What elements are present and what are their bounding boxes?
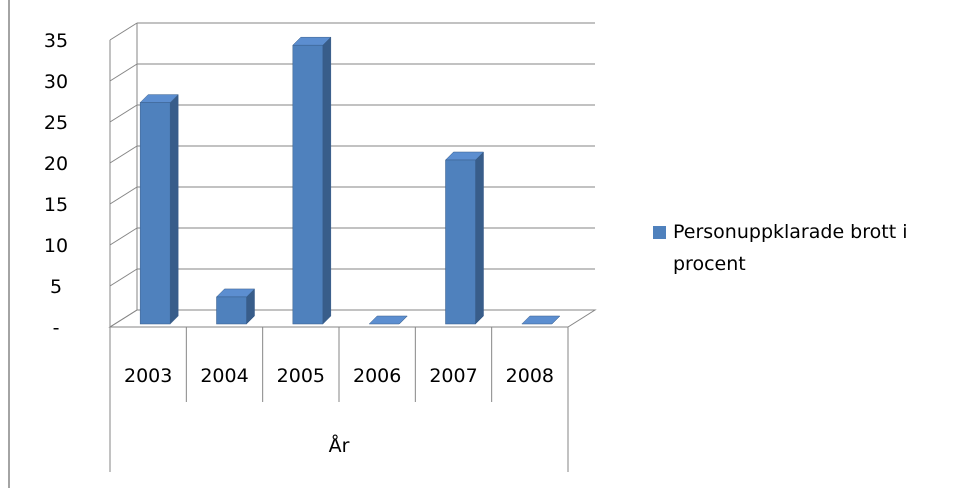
gridline-side [109, 268, 138, 287]
y-tick-label: 10 [44, 235, 68, 257]
gridline-side [109, 22, 138, 41]
gridline-side [109, 63, 138, 82]
x-tick-label: 2005 [277, 365, 325, 387]
bar-side [475, 151, 484, 325]
x-tick-label: 2006 [353, 365, 401, 387]
bar-2008 [521, 315, 561, 325]
x-tick-label: 2003 [124, 365, 172, 387]
bar-layer [139, 36, 561, 325]
x-tick-label: 2008 [506, 365, 554, 387]
legend-label-line-1: Personuppklarade brott i [673, 221, 907, 243]
y-tick-label: 25 [44, 112, 68, 134]
bar-front [216, 296, 247, 325]
bar-top [368, 315, 408, 325]
y-tick-label: 30 [44, 71, 68, 93]
y-tick-label: 15 [44, 194, 68, 216]
bar-front [445, 159, 476, 325]
floor-plane [108, 309, 597, 328]
legend-swatch [653, 226, 666, 239]
legend: Personuppklarade brott i procent [653, 221, 907, 275]
bar-2007 [444, 151, 485, 325]
gridline-side [109, 104, 138, 123]
axis-layer [8, 0, 597, 488]
x-tick-label: 2007 [429, 365, 477, 387]
label-layer: - 5 10 15 20 25 30 35 2003 2004 2005 2006 2007 2008 År [44, 30, 554, 457]
legend-label-line-2: procent [673, 253, 746, 275]
bar-side [169, 93, 179, 325]
bar-top [521, 315, 561, 325]
x-tick-label: 2004 [200, 365, 248, 387]
y-tick-label: - [53, 317, 60, 339]
gridline-side [109, 186, 138, 205]
grid-layer [109, 22, 595, 328]
bar-front [139, 102, 171, 325]
bar-front [292, 44, 324, 325]
y-tick-label: 5 [50, 276, 62, 298]
bar-2006 [368, 315, 408, 325]
bar-side [322, 36, 332, 325]
y-tick-label: 20 [44, 153, 68, 175]
gridline-side [109, 145, 138, 164]
bar-2004 [215, 288, 256, 325]
bar-2005 [292, 36, 332, 325]
gridline-side [109, 227, 138, 246]
x-axis-title: År [329, 434, 350, 457]
bar-2003 [139, 93, 179, 325]
y-tick-label: 35 [44, 30, 68, 52]
